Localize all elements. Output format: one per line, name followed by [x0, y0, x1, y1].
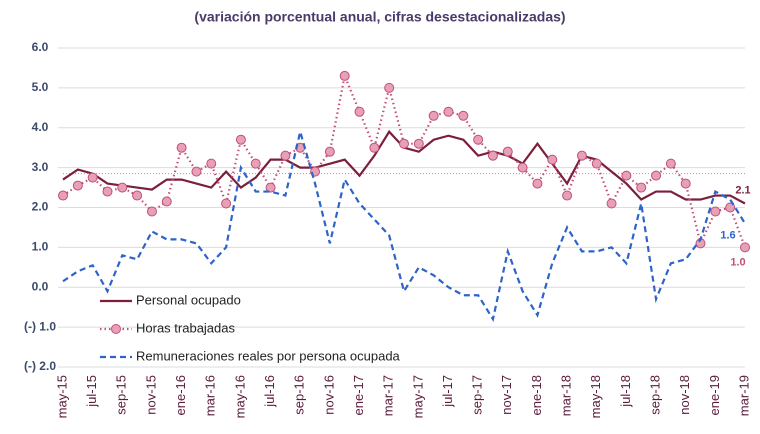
x-tick-label: nov-17 — [499, 375, 514, 415]
marker — [221, 198, 232, 209]
marker — [547, 154, 558, 165]
x-tick-label: ene-18 — [529, 375, 544, 415]
marker — [206, 158, 217, 169]
marker — [235, 134, 246, 145]
x-tick-label: sep-15 — [114, 375, 129, 415]
marker — [399, 138, 409, 149]
marker — [532, 178, 543, 189]
marker — [621, 170, 632, 181]
marker — [102, 186, 113, 197]
series-line — [62, 72, 747, 248]
x-tick-label: ene-16 — [173, 375, 188, 415]
marker — [591, 158, 602, 169]
x-tick-label: sep-17 — [470, 375, 485, 415]
legend-label: Horas trabajadas — [136, 320, 235, 335]
y-tick-label: 2.0 — [32, 200, 49, 214]
x-tick-label: nov-18 — [677, 375, 692, 415]
marker — [680, 178, 691, 189]
marker — [443, 106, 454, 117]
marker — [58, 190, 68, 201]
x-tick-label: may-17 — [410, 375, 425, 418]
marker — [562, 190, 573, 201]
marker — [354, 106, 365, 117]
x-tick-label: ene-19 — [707, 375, 722, 415]
x-tick-label: nov-16 — [321, 375, 336, 415]
marker — [606, 198, 617, 209]
x-tick-label: mar-18 — [559, 375, 574, 416]
marker — [265, 182, 276, 193]
marker — [384, 82, 395, 93]
marker — [487, 150, 498, 161]
x-tick-label: jul-17 — [440, 375, 455, 408]
x-tick-label: jul-15 — [84, 375, 99, 408]
y-tick-label: 1.0 — [32, 240, 49, 254]
x-tick-label: sep-16 — [292, 375, 307, 415]
x-tick-label: may-18 — [588, 375, 603, 418]
marker — [250, 158, 261, 169]
marker — [665, 158, 676, 169]
marker — [710, 206, 721, 217]
data-label: 2.1 — [735, 184, 750, 196]
marker — [117, 182, 128, 193]
x-tick-label: mar-17 — [381, 375, 396, 416]
legend-label: Remuneraciones reales por persona ocupad… — [136, 348, 401, 363]
y-tick-label: (-) 2.0 — [24, 359, 56, 373]
marker — [369, 142, 380, 153]
marker — [636, 182, 647, 193]
data-label: 1.6 — [720, 229, 735, 241]
marker — [87, 172, 98, 183]
marker — [191, 166, 202, 177]
y-tick-label: (-) 1.0 — [24, 319, 56, 333]
y-tick-label: 5.0 — [32, 80, 49, 94]
marker — [651, 170, 662, 181]
marker — [72, 180, 83, 191]
marker — [740, 242, 750, 253]
marker — [576, 150, 587, 161]
x-tick-label: ene-17 — [351, 375, 366, 415]
x-tick-label: nov-15 — [143, 375, 158, 415]
x-tick-label: mar-19 — [736, 375, 751, 416]
marker — [146, 206, 157, 217]
marker — [132, 190, 143, 201]
marker — [428, 110, 439, 121]
y-tick-label: 4.0 — [32, 120, 49, 134]
y-tick-label: 3.0 — [32, 160, 49, 174]
series-line — [62, 127, 746, 323]
chart-title: (variación porcentual anual, cifras dese… — [194, 9, 565, 25]
data-label: 1.0 — [730, 256, 745, 268]
y-tick-label: 0.0 — [32, 279, 49, 293]
legend-label: Personal ocupado — [136, 292, 241, 307]
x-tick-label: may-15 — [54, 375, 69, 418]
marker — [502, 146, 513, 157]
x-tick-label: may-16 — [232, 375, 247, 418]
x-tick-label: mar-16 — [203, 375, 218, 416]
y-tick-label: 6.0 — [32, 40, 49, 54]
marker — [458, 110, 469, 121]
marker — [280, 150, 291, 161]
marker — [339, 70, 350, 81]
marker — [413, 138, 424, 149]
marker — [517, 162, 528, 173]
legend-marker — [111, 324, 121, 334]
marker — [324, 146, 335, 157]
marker — [473, 134, 484, 145]
marker — [161, 196, 172, 207]
x-tick-label: jul-18 — [618, 375, 633, 408]
marker — [725, 202, 736, 213]
x-tick-label: sep-18 — [647, 375, 662, 415]
marker — [176, 142, 187, 153]
x-tick-label: jul-16 — [262, 375, 277, 408]
